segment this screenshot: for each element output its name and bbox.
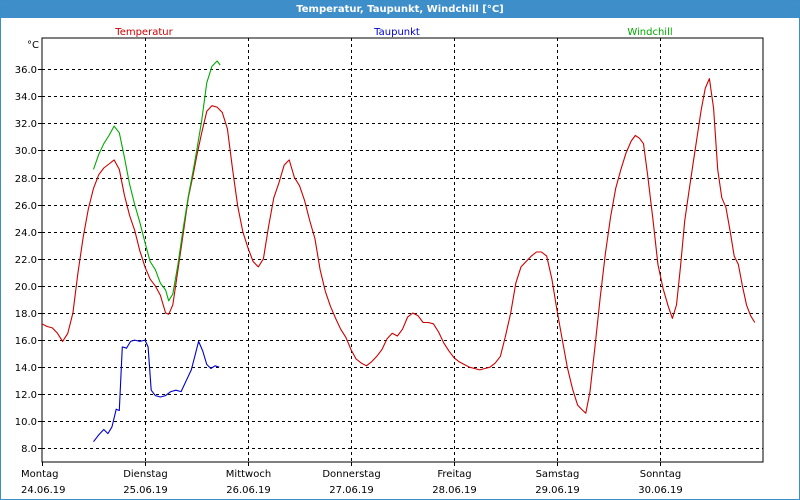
x-tick-label-date: 26.06.19 [226, 485, 271, 496]
y-tick-label: 18.0 [15, 309, 37, 320]
y-tick-label: 26.0 [15, 201, 37, 212]
x-tick-label-day: Dienstag [123, 469, 168, 480]
line-chart: 8.0 10.0 12.0 14.0 16.0 18.0 20.0 22.0 24.0 26.0 2… [15, 27, 764, 496]
x-tick-label-date: 24.06.19 [21, 485, 66, 496]
x-tick-label-date: 29.06.19 [535, 485, 580, 496]
x-tick-label-day: Samstag [536, 469, 580, 480]
series-line-windchill [92, 60, 221, 302]
series-line-temperatur [41, 78, 756, 414]
x-tick-label-day: Mittwoch [226, 469, 271, 480]
x-tick-label-day: Freitag [437, 469, 471, 480]
series-line-taupunkt [93, 339, 220, 443]
y-tick-label: 36.0 [15, 65, 37, 76]
y-tick-label: 8.0 [21, 444, 37, 455]
y-axis-label: °C [27, 40, 39, 51]
y-tick-label: 30.0 [15, 146, 37, 157]
x-tick-label-date: 27.06.19 [329, 485, 374, 496]
y-tick-label: 32.0 [15, 119, 37, 130]
legend-temperatur: Temperatur [114, 27, 173, 38]
y-tick-label: 34.0 [15, 92, 37, 103]
y-tick-label: 10.0 [15, 417, 37, 428]
y-tick-label: 22.0 [15, 255, 37, 266]
y-tick-label: 12.0 [15, 390, 37, 401]
y-tick-label: 14.0 [15, 363, 37, 374]
window-title: Temperatur, Taupunkt, Windchill [°C] [1, 1, 799, 18]
x-tick-label-day: Donnerstag [322, 469, 380, 480]
legend-taupunkt: Taupunkt [373, 27, 420, 38]
x-tick-label-date: 30.06.19 [638, 485, 683, 496]
y-tick-label: 28.0 [15, 174, 37, 185]
x-tick-label-day: Sonntag [640, 469, 682, 480]
x-tick-label-day: Montag [21, 469, 58, 480]
legend-windchill: Windchill [627, 27, 672, 38]
y-tick-label: 24.0 [15, 228, 37, 239]
y-tick-label: 20.0 [15, 282, 37, 293]
plot-area [41, 37, 764, 463]
x-tick-label-date: 25.06.19 [123, 485, 168, 496]
y-tick-label: 16.0 [15, 336, 37, 347]
x-tick-label-date: 28.06.19 [432, 485, 477, 496]
